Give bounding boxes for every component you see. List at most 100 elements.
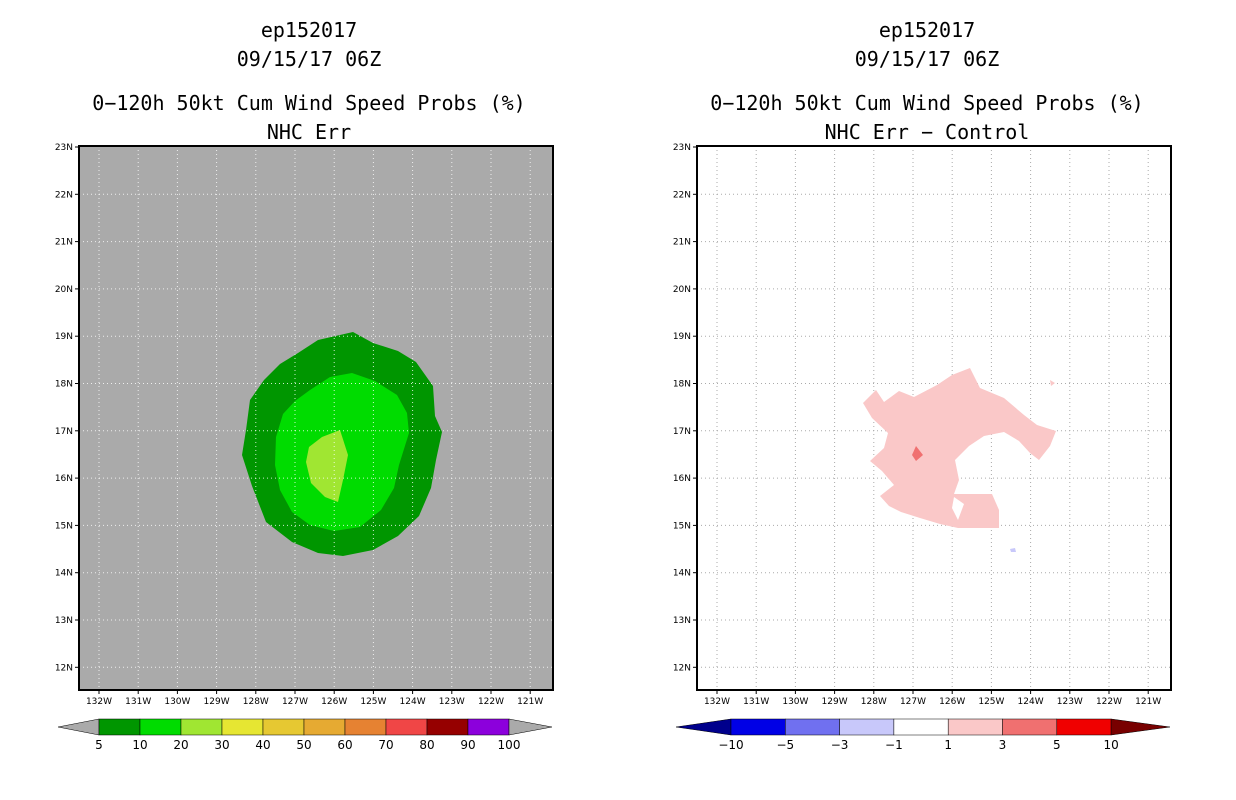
colorbar-segment bbox=[785, 718, 840, 736]
colorbar-segment bbox=[893, 718, 949, 736]
lon-label: 131W bbox=[743, 697, 769, 707]
colorbar-label: −10 bbox=[718, 738, 743, 752]
lat-labels: 23N 22N 21N 20N 19N 18N 17N 16N 15N 14N 13N 12N bbox=[673, 143, 697, 673]
colorbar-segment bbox=[221, 718, 264, 736]
lat-label: 22N bbox=[55, 190, 73, 200]
colorbar-segment bbox=[98, 718, 141, 736]
colorbar-label: 80 bbox=[419, 738, 434, 752]
lat-label: 15N bbox=[55, 521, 73, 531]
colorbar-segment bbox=[947, 718, 1003, 736]
storm-id-title: ep152017 bbox=[878, 18, 976, 42]
lon-label: 126W bbox=[321, 697, 347, 707]
colorbar-segment bbox=[180, 718, 223, 736]
colorbar-label: 10 bbox=[132, 738, 147, 752]
map-frame bbox=[696, 145, 1172, 691]
lat-label: 20N bbox=[673, 285, 691, 295]
colorbar-segment bbox=[1002, 718, 1058, 736]
colorbar-label: 30 bbox=[214, 738, 229, 752]
product-title: 0−120h 50kt Cum Wind Speed Probs (%) bbox=[710, 91, 1144, 115]
lat-label: 23N bbox=[673, 143, 691, 153]
lat-label: 21N bbox=[673, 238, 691, 248]
colorbar-segment bbox=[385, 718, 428, 736]
lon-label: 127W bbox=[900, 697, 926, 707]
lat-label: 22N bbox=[673, 190, 691, 200]
colorbar-label: 5 bbox=[95, 738, 103, 752]
colorbar-segment bbox=[1056, 718, 1112, 736]
lon-label: 130W bbox=[164, 697, 190, 707]
lon-label: 129W bbox=[822, 697, 848, 707]
contour-diff-hole bbox=[952, 497, 964, 520]
lat-label: 12N bbox=[673, 663, 691, 673]
map-left: 23N 22N 21N 20N 19N 18N 17N 16N 15N 14N 13N 12N 132… bbox=[55, 143, 554, 752]
lon-label: 125W bbox=[978, 697, 1004, 707]
contour-diff-1-3 bbox=[863, 368, 1056, 528]
lat-label: 14N bbox=[55, 569, 73, 579]
lon-label: 122W bbox=[1096, 697, 1122, 707]
colorbar-segment bbox=[426, 718, 469, 736]
lat-label: 20N bbox=[55, 285, 73, 295]
lon-label: 122W bbox=[478, 697, 504, 707]
colorbar-label: 5 bbox=[1053, 738, 1061, 752]
lat-label: 17N bbox=[673, 427, 691, 437]
colorbar: −10 −5 −3 −1 1 3 5 10 bbox=[675, 718, 1171, 752]
colorbar-low-arrow bbox=[57, 718, 100, 736]
product-title: 0−120h 50kt Cum Wind Speed Probs (%) bbox=[92, 91, 526, 115]
lat-label: 21N bbox=[55, 238, 73, 248]
lon-label: 129W bbox=[204, 697, 230, 707]
colorbar-label: 1 bbox=[944, 738, 952, 752]
colorbar-label: 90 bbox=[460, 738, 475, 752]
lon-label: 125W bbox=[360, 697, 386, 707]
colorbar-high-arrow bbox=[1110, 718, 1171, 736]
lon-label: 127W bbox=[282, 697, 308, 707]
colorbar-segment bbox=[839, 718, 895, 736]
colorbar: 5 10 20 30 40 50 60 70 80 90 100 bbox=[57, 718, 553, 752]
lat-label: 17N bbox=[55, 427, 73, 437]
lat-label: 15N bbox=[673, 521, 691, 531]
lon-label: 132W bbox=[704, 697, 730, 707]
colorbar-segment bbox=[467, 718, 510, 736]
subtitle: NHC Err bbox=[266, 120, 352, 144]
lon-label: 124W bbox=[400, 697, 426, 707]
colorbar-segment bbox=[730, 718, 786, 736]
lat-labels: 23N 22N 21N 20N 19N 18N 17N 16N 15N 14N 13N 12N bbox=[55, 143, 79, 673]
contour-20-30 bbox=[306, 430, 348, 502]
colorbar-label: 3 bbox=[999, 738, 1007, 752]
contour-diff-small-pos bbox=[1050, 380, 1055, 386]
lat-label: 18N bbox=[55, 380, 73, 390]
lon-label: 121W bbox=[517, 697, 543, 707]
lon-label: 123W bbox=[1057, 697, 1083, 707]
panel-nhc-err: ep152017 09/15/17 06Z 0−120h 50kt Cum Wi… bbox=[55, 19, 554, 752]
colorbar-low-arrow bbox=[675, 718, 732, 736]
probability-contours bbox=[242, 332, 442, 556]
lon-label: 130W bbox=[782, 697, 808, 707]
datetime-title: 09/15/17 06Z bbox=[236, 47, 382, 71]
datetime-title: 09/15/17 06Z bbox=[854, 47, 1000, 71]
colorbar-label: 60 bbox=[337, 738, 352, 752]
lat-label: 19N bbox=[673, 332, 691, 342]
colorbar-segment bbox=[303, 718, 346, 736]
lat-label: 18N bbox=[673, 380, 691, 390]
lon-labels: 132W 131W 130W 129W 128W 127W 126W 125W 124W 123W… bbox=[704, 690, 1161, 707]
difference-contours bbox=[863, 368, 1056, 552]
lat-label: 12N bbox=[55, 663, 73, 673]
colorbar-label: 10 bbox=[1103, 738, 1118, 752]
lon-label: 124W bbox=[1018, 697, 1044, 707]
lon-label: 123W bbox=[439, 697, 465, 707]
lon-label: 132W bbox=[86, 697, 112, 707]
lon-label: 121W bbox=[1135, 697, 1161, 707]
colorbar-segment bbox=[344, 718, 387, 736]
colorbar-label: 40 bbox=[255, 738, 270, 752]
colorbar-label: −1 bbox=[885, 738, 903, 752]
colorbar-label: −5 bbox=[776, 738, 794, 752]
contour-diff-3-5 bbox=[912, 446, 923, 461]
colorbar-segment bbox=[262, 718, 305, 736]
colorbar-label: 20 bbox=[173, 738, 188, 752]
contour-diff-small-neg bbox=[1010, 548, 1016, 552]
lat-label: 13N bbox=[673, 616, 691, 626]
lon-label: 128W bbox=[861, 697, 887, 707]
map-frame bbox=[78, 145, 554, 691]
lat-label: 16N bbox=[55, 474, 73, 484]
map-grid bbox=[79, 146, 553, 690]
lon-label: 128W bbox=[243, 697, 269, 707]
